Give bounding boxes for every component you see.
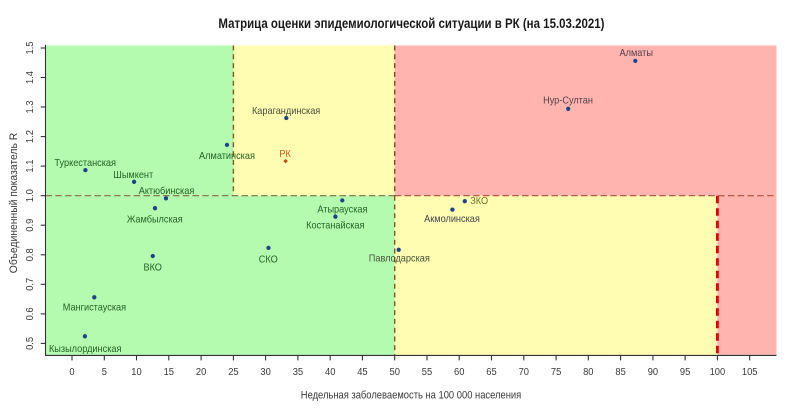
svg-text:Костанайская: Костанайская xyxy=(306,220,364,232)
svg-text:Матрица оценки эпидемиологичес: Матрица оценки эпидемиологической ситуац… xyxy=(218,15,604,31)
svg-text:70: 70 xyxy=(519,367,530,379)
svg-text:10: 10 xyxy=(131,367,142,379)
svg-text:Кызылординская: Кызылординская xyxy=(49,344,122,356)
svg-text:1.5: 1.5 xyxy=(25,41,37,54)
svg-text:90: 90 xyxy=(648,367,659,379)
svg-text:Атырауская: Атырауская xyxy=(317,204,367,216)
svg-text:85: 85 xyxy=(615,367,626,379)
svg-text:1.2: 1.2 xyxy=(25,130,37,143)
svg-text:РК: РК xyxy=(279,148,291,160)
svg-text:45: 45 xyxy=(357,367,368,379)
svg-text:1.4: 1.4 xyxy=(25,71,37,84)
svg-text:75: 75 xyxy=(551,367,562,379)
svg-text:35: 35 xyxy=(293,367,304,379)
svg-text:50: 50 xyxy=(390,367,401,379)
svg-text:65: 65 xyxy=(486,367,497,379)
svg-text:Алматинская: Алматинская xyxy=(199,150,255,162)
svg-text:Алматы: Алматы xyxy=(619,48,652,60)
svg-text:Карагандинская: Карагандинская xyxy=(252,106,320,118)
svg-text:Нур-Султан: Нур-Султан xyxy=(543,95,593,107)
svg-text:1.0: 1.0 xyxy=(25,189,37,202)
svg-text:Объединенный показатель R: Объединенный показатель R xyxy=(8,132,20,273)
svg-text:Шымкент: Шымкент xyxy=(113,170,153,182)
svg-text:15: 15 xyxy=(164,367,175,379)
svg-text:Павлодарская: Павлодарская xyxy=(369,253,430,265)
svg-text:0.6: 0.6 xyxy=(25,307,37,320)
svg-text:105: 105 xyxy=(742,367,758,379)
svg-text:Актюбинская: Актюбинская xyxy=(139,186,195,198)
svg-text:40: 40 xyxy=(325,367,336,379)
svg-text:0.7: 0.7 xyxy=(25,278,37,291)
svg-text:0.9: 0.9 xyxy=(25,218,37,231)
svg-text:95: 95 xyxy=(680,367,691,379)
svg-text:5: 5 xyxy=(102,367,108,379)
svg-text:ЗКО: ЗКО xyxy=(470,195,488,207)
svg-text:80: 80 xyxy=(583,367,594,379)
svg-text:1.3: 1.3 xyxy=(25,100,37,113)
svg-text:55: 55 xyxy=(422,367,433,379)
svg-text:Недельная заболеваемость на 10: Недельная заболеваемость на 100 000 насе… xyxy=(301,389,521,402)
svg-text:0.8: 0.8 xyxy=(25,248,37,261)
svg-text:100: 100 xyxy=(710,367,726,379)
svg-text:Мангистауская: Мангистауская xyxy=(63,302,126,314)
svg-text:СКО: СКО xyxy=(259,254,278,266)
svg-text:60: 60 xyxy=(454,367,465,379)
svg-text:0: 0 xyxy=(69,367,75,379)
svg-text:Туркестанская: Туркестанская xyxy=(54,158,116,170)
svg-text:30: 30 xyxy=(260,367,271,379)
svg-text:Акмолинская: Акмолинская xyxy=(424,214,480,226)
svg-text:ВКО: ВКО xyxy=(143,262,162,274)
svg-text:25: 25 xyxy=(228,367,239,379)
svg-text:1.1: 1.1 xyxy=(25,159,37,172)
svg-text:Жамбылская: Жамбылская xyxy=(127,214,183,226)
svg-text:0.5: 0.5 xyxy=(25,336,37,349)
svg-text:20: 20 xyxy=(196,367,207,379)
